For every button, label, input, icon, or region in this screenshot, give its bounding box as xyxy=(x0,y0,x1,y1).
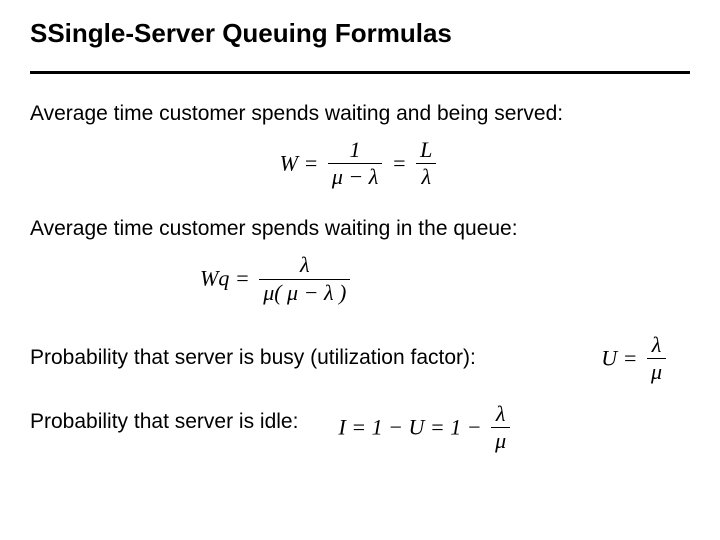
slide-title: SSingle-Server Queuing Formulas xyxy=(30,18,690,49)
avg-time-queue-text: Average time customer spends waiting in … xyxy=(30,217,690,241)
equals-sign: = xyxy=(303,151,323,176)
one-minus-u: 1 − U xyxy=(372,415,425,440)
fraction-numerator: L xyxy=(416,138,436,164)
avg-time-total-text: Average time customer spends waiting and… xyxy=(30,102,690,126)
equals-sign: = xyxy=(430,415,450,440)
fraction-denominator: μ xyxy=(647,359,666,384)
utilization-text: Probability that server is busy (utiliza… xyxy=(30,346,476,370)
section-avg-time-queue: Average time customer spends waiting in … xyxy=(30,217,690,304)
formula-lhs: W xyxy=(280,151,298,176)
fraction-numerator: λ xyxy=(259,253,350,279)
fraction-L-over-lambda: L λ xyxy=(416,138,436,189)
avg-time-queue-formula: Wq = λ μ( μ − λ ) xyxy=(30,253,690,304)
formula-lhs: U xyxy=(601,345,617,370)
equals-sign: = xyxy=(392,151,412,176)
equals-sign: = xyxy=(235,266,255,291)
slide: SSingle-Server Queuing Formulas Average … xyxy=(0,0,720,540)
section-avg-time-total: Average time customer spends waiting and… xyxy=(30,102,690,189)
utilization-formula: U = λ μ xyxy=(601,333,670,384)
formula-lhs: Wq xyxy=(200,266,229,291)
equals-sign: = xyxy=(623,345,643,370)
fraction-numerator: 1 xyxy=(328,138,382,164)
avg-time-total-formula: W = 1 μ − λ = L λ xyxy=(30,138,690,189)
fraction-lambda-over-mu: λ μ xyxy=(491,402,510,453)
one: 1 xyxy=(450,415,461,440)
section-utilization: Probability that server is busy (utiliza… xyxy=(30,333,690,384)
fraction-denominator: μ − λ xyxy=(328,164,382,189)
fraction-denominator: μ( μ − λ ) xyxy=(259,280,350,305)
formula-lhs: I xyxy=(338,415,345,440)
idle-text: Probability that server is idle: xyxy=(30,410,298,434)
fraction-lambda-over-mu-mu-minus-lambda: λ μ( μ − λ ) xyxy=(259,253,350,304)
fraction-numerator: λ xyxy=(491,402,510,428)
fraction-denominator: μ xyxy=(491,428,510,453)
idle-formula: I = 1 − U = 1 − λ μ xyxy=(338,402,514,453)
minus-sign: − xyxy=(467,415,487,440)
fraction-1-over-mu-minus-lambda: 1 μ − λ xyxy=(328,138,382,189)
section-idle: Probability that server is idle: I = 1 −… xyxy=(30,402,690,453)
equals-sign: = xyxy=(351,415,371,440)
fraction-lambda-over-mu: λ μ xyxy=(647,333,666,384)
fraction-numerator: λ xyxy=(647,333,666,359)
title-rule xyxy=(30,71,690,74)
fraction-denominator: λ xyxy=(416,164,436,189)
